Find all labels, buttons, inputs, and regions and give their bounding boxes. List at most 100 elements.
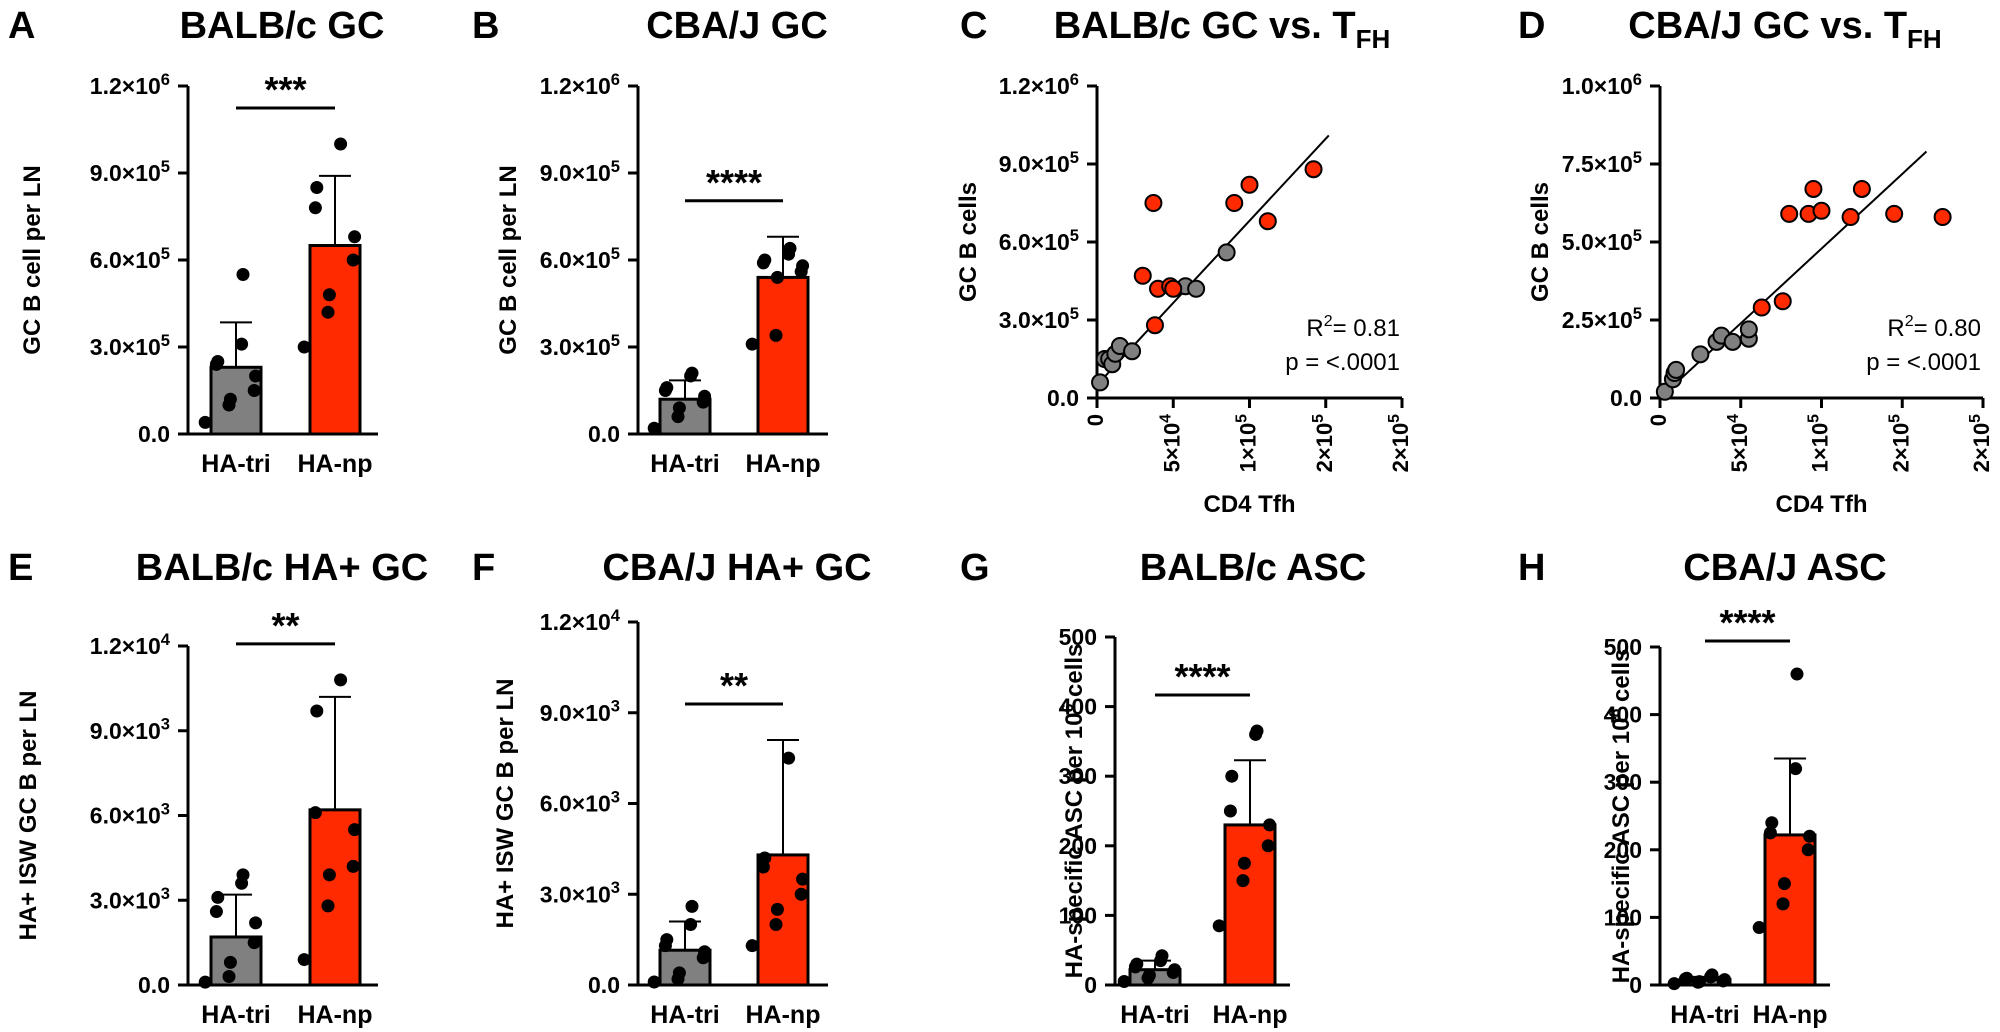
data-point bbox=[672, 401, 686, 415]
data-point bbox=[745, 337, 759, 351]
data-point bbox=[247, 936, 261, 950]
x-tick-label: 2×105 bbox=[1886, 414, 1913, 473]
y-tick-label-exp: 6 bbox=[161, 70, 170, 89]
data-point bbox=[236, 268, 250, 281]
y-tick-label: 0 bbox=[1629, 972, 1642, 998]
x-tick-label: 0 bbox=[1646, 414, 1671, 426]
y-tick-label-exp: 6 bbox=[1070, 70, 1079, 89]
x-tick-label-base: 2×10 bbox=[1888, 423, 1913, 473]
chart-title-text: CBA/J GC bbox=[646, 5, 828, 47]
data-point bbox=[685, 366, 699, 380]
y-tick-label-base: 500 bbox=[1604, 634, 1642, 660]
r-squared-exp: 2 bbox=[1324, 313, 1333, 330]
x-tick-label-base: 1×10 bbox=[1808, 423, 1833, 473]
y-tick-label-base: 3.0×10 bbox=[540, 881, 611, 907]
y-tick-label-base: 5.0×10 bbox=[1562, 229, 1633, 255]
data-point bbox=[698, 389, 712, 403]
panel-f: F CBA/J HA+ GC0.03.0×1036.0×1039.0×1031.2… bbox=[472, 547, 872, 1029]
y-tick-label-base: 300 bbox=[1604, 769, 1642, 795]
data-point bbox=[1130, 957, 1144, 971]
data-point bbox=[660, 933, 674, 947]
y-tick-label-base: 3.0×10 bbox=[540, 334, 611, 360]
y-tick-label-exp: 3 bbox=[611, 697, 620, 716]
y-tick-label-exp: 5 bbox=[161, 331, 170, 350]
y-axis-label-tail: cells bbox=[1061, 644, 1088, 704]
y-tick-label-base: 2.5×10 bbox=[1562, 307, 1633, 333]
y-tick-label: 9.0×105 bbox=[540, 157, 620, 186]
y-axis-label-tail: cells bbox=[1608, 649, 1635, 709]
data-point bbox=[322, 868, 336, 882]
y-tick-label-base: 3.0×10 bbox=[90, 887, 161, 913]
x-category-label: HA-np bbox=[1753, 1001, 1828, 1029]
panel-label: C bbox=[960, 5, 987, 47]
chart-title-text: BALB/c GC bbox=[180, 5, 385, 47]
y-axis-label: HA+ ISW GC B per LN bbox=[15, 690, 42, 940]
data-point bbox=[1803, 829, 1817, 843]
scatter-point-ha-tri bbox=[1691, 345, 1710, 364]
data-point bbox=[1236, 874, 1250, 888]
y-axis-label: HA-specific ASC per 106 cells bbox=[1607, 649, 1635, 984]
bar-ha-np bbox=[308, 244, 362, 436]
y-tick-label-exp: 5 bbox=[611, 157, 620, 176]
x-category-label: HA-tri bbox=[1670, 1001, 1739, 1029]
x-tick-label-base: 2×10 bbox=[1388, 423, 1413, 473]
y-tick-label-exp: 5 bbox=[1070, 304, 1079, 323]
y-tick-label-base: 100 bbox=[1604, 904, 1642, 930]
data-point bbox=[209, 905, 223, 919]
data-point bbox=[308, 201, 322, 215]
y-axis-label: HA-specific ASC per 106 cells bbox=[1060, 644, 1088, 979]
data-point bbox=[769, 918, 783, 931]
r-squared-label: R bbox=[1306, 315, 1323, 342]
y-axis-label-text: HA+ ISW GC B per LN bbox=[492, 678, 519, 928]
y-tick-label-exp: 3 bbox=[611, 787, 620, 806]
y-axis-label-text: GC B cells bbox=[1527, 182, 1554, 302]
x-tick-label-base: 0 bbox=[1083, 414, 1108, 426]
data-point bbox=[1765, 816, 1779, 830]
y-axis-label-text: HA-specific ASC per 10 bbox=[1608, 718, 1635, 984]
data-point bbox=[211, 890, 225, 904]
x-tick-label-base: 2×10 bbox=[1969, 423, 1994, 473]
data-point bbox=[1667, 977, 1681, 991]
x-tick-label-base: 5×10 bbox=[1727, 423, 1752, 473]
data-point bbox=[758, 851, 772, 865]
y-tick-label: 0 bbox=[1084, 972, 1097, 998]
x-axis-label: CD4 Tfh bbox=[1204, 491, 1296, 518]
r-squared-annotation: R2= 0.81 bbox=[1306, 313, 1400, 342]
data-point bbox=[1776, 897, 1790, 911]
y-tick-label: 7.5×105 bbox=[1562, 148, 1642, 177]
y-tick-label-base: 0.0 bbox=[138, 421, 170, 447]
data-point bbox=[223, 392, 237, 406]
x-category-label: HA-np bbox=[746, 1001, 821, 1029]
x-tick-label: 5×104 bbox=[1157, 414, 1184, 473]
y-tick-label: 3.0×103 bbox=[90, 884, 170, 913]
data-point bbox=[334, 673, 348, 687]
data-point bbox=[794, 887, 808, 901]
y-tick-label-base: 3.0×10 bbox=[999, 307, 1070, 333]
bar-ha-np bbox=[308, 808, 362, 987]
x-category-label: HA-np bbox=[746, 450, 821, 478]
scatter-point-ha-tri bbox=[1123, 342, 1142, 361]
y-tick-label: 3.0×103 bbox=[540, 878, 620, 907]
data-point bbox=[1168, 963, 1182, 977]
data-point bbox=[684, 918, 698, 931]
data-point bbox=[321, 305, 335, 319]
y-tick-label-base: 100 bbox=[1059, 902, 1097, 928]
p-value-annotation: p = <.0001 bbox=[1866, 349, 1981, 376]
data-point bbox=[1237, 856, 1251, 870]
data-point bbox=[1801, 843, 1815, 857]
y-tick-label-exp: 5 bbox=[1633, 226, 1642, 245]
scatter-point-ha-np bbox=[1145, 316, 1164, 335]
data-point bbox=[1223, 804, 1237, 818]
scatter-point-ha-np bbox=[1752, 298, 1771, 317]
y-axis-label: GC B cells bbox=[955, 182, 982, 302]
scatter-point-ha-tri bbox=[1655, 382, 1674, 401]
x-tick-label-exp: 5 bbox=[1234, 414, 1251, 423]
y-tick-label: 0.0 bbox=[1047, 385, 1079, 411]
data-point bbox=[1142, 968, 1156, 982]
data-point bbox=[1752, 921, 1766, 935]
y-tick-label: 9.0×103 bbox=[90, 715, 170, 744]
x-category-label: HA-tri bbox=[201, 450, 270, 478]
y-axis-label-text: GC B cell per LN bbox=[19, 165, 46, 354]
y-tick-label: 0.0 bbox=[588, 972, 620, 998]
